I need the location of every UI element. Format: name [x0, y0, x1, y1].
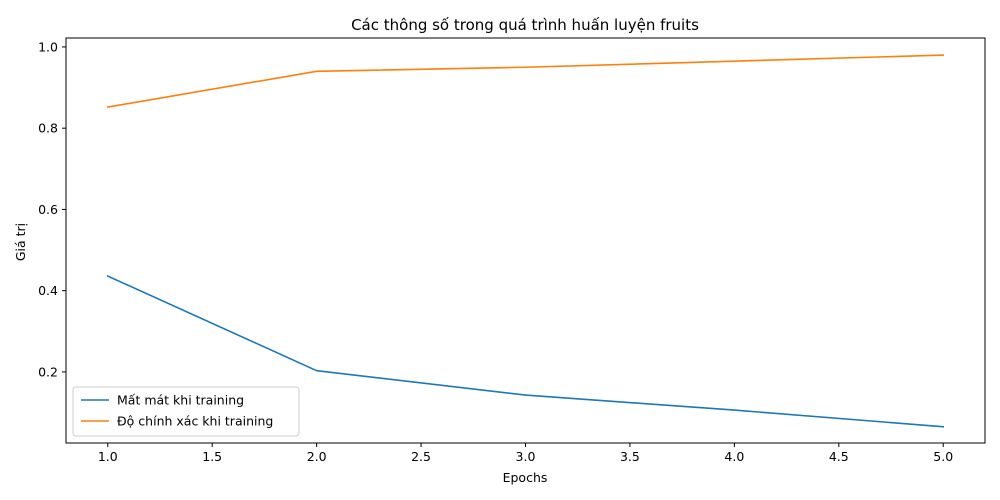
x-tick-label: 4.0 — [724, 449, 744, 464]
x-tick-label: 4.5 — [829, 449, 849, 464]
y-axis-label: Giá trị — [13, 223, 28, 261]
x-axis-label: Epochs — [503, 470, 548, 485]
chart-title: Các thông số trong quá trình huấn luyện … — [351, 16, 699, 34]
legend-box — [72, 386, 300, 437]
x-tick-label: 1.0 — [98, 449, 118, 464]
x-tick-label: 2.0 — [307, 449, 327, 464]
y-tick-label: 1.0 — [38, 39, 58, 54]
x-tick-label: 5.0 — [933, 449, 953, 464]
x-tick-label: 1.5 — [202, 449, 222, 464]
series-lines — [106, 54, 945, 428]
series-line-1 — [106, 274, 945, 428]
legend: Mất mát khi training Độ chính xác khi tra… — [72, 386, 300, 437]
x-tick-label: 3.5 — [620, 449, 640, 464]
y-tick-label: 0.4 — [38, 283, 58, 298]
y-tick-label: 0.2 — [38, 364, 58, 379]
legend-label-1: Mất mát khi training — [117, 393, 244, 408]
series-line-2 — [106, 54, 945, 108]
legend-label-2: Độ chính xác khi training — [117, 414, 273, 429]
y-axis-ticks: 0.2 0.4 0.6 0.8 1.0 — [38, 39, 66, 379]
x-axis-ticks: 1.0 1.5 2.0 2.5 3.0 3.5 4.0 4.5 5.0 — [98, 443, 953, 464]
x-tick-label: 3.0 — [516, 449, 536, 464]
x-tick-label: 2.5 — [411, 449, 431, 464]
plot-area — [65, 37, 986, 444]
plot-frame — [65, 37, 986, 444]
y-tick-label: 0.8 — [38, 121, 58, 136]
y-tick-label: 0.6 — [38, 202, 58, 217]
